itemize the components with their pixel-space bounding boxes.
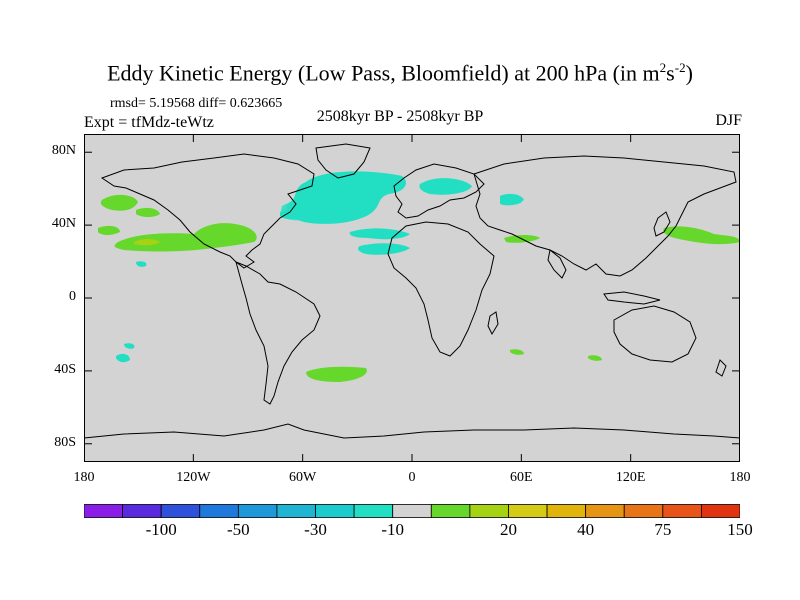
colorbar-label-2: -30 <box>304 520 327 539</box>
colorbar-swatch-3 <box>199 504 239 518</box>
coast-north-america <box>100 153 315 269</box>
ocean-background <box>84 134 740 462</box>
colorbar-swatch-14 <box>623 504 664 518</box>
season-label: DJF <box>715 112 742 129</box>
x-label-1: 120W <box>176 470 211 485</box>
x-label-2: 60W <box>289 470 317 485</box>
colorbar-swatch-16 <box>701 504 740 518</box>
colorbar-swatch-9 <box>430 504 471 518</box>
colorbar-swatch-11 <box>508 504 548 518</box>
x-label-4: 60E <box>510 470 533 485</box>
y-label-4: 80S <box>54 434 76 450</box>
anomaly-south-indian-a <box>510 349 524 355</box>
anomaly-southeast-pacific-b <box>124 343 135 349</box>
colorbar-label-5: 40 <box>577 520 595 539</box>
colorbar-swatch-2 <box>160 504 201 518</box>
colorbar-swatch-10 <box>469 504 509 518</box>
tick-marks <box>84 134 740 462</box>
anomaly-hawaii-small <box>136 261 147 267</box>
colorbar-label-1: -50 <box>227 520 250 539</box>
anomaly-gulf-alaska-east <box>136 207 160 217</box>
coast-india <box>547 249 567 279</box>
coast-australia <box>613 305 697 363</box>
coast-indonesia <box>603 291 661 305</box>
anomaly-south-pacific <box>306 366 367 382</box>
colorbar-label-6: 75 <box>654 520 672 539</box>
coast-new-zealand <box>715 359 727 377</box>
x-label-3: 0 <box>408 470 416 485</box>
colorbar-label-7: 150 <box>727 520 753 539</box>
anomaly-layer <box>98 171 740 382</box>
colorbar-swatch-4 <box>237 504 278 518</box>
experiment-label: Expt = tfMdz-teWtz <box>84 114 214 131</box>
y-label-1: 40N <box>51 216 76 232</box>
coastlines <box>84 143 740 439</box>
colorbar-swatch-15 <box>662 504 702 518</box>
anomaly-us-eastcoast <box>280 209 300 219</box>
coast-greenland <box>315 143 371 179</box>
coast-asia <box>473 155 737 277</box>
colorbar-swatch-5 <box>276 504 316 518</box>
colorbar-swatch-0 <box>84 504 123 518</box>
anomaly-southeast-pacific-a <box>116 353 130 363</box>
colorbar-swatch-13 <box>585 504 625 518</box>
world-map <box>84 134 740 462</box>
anomaly-south-indian-b <box>588 355 602 361</box>
anomaly-nepacific-small <box>98 225 120 235</box>
colorbar <box>84 504 740 518</box>
colorbar-swatch-1 <box>122 504 162 518</box>
anomaly-nw-pacific <box>663 226 740 245</box>
coast-africa <box>387 221 495 357</box>
anomaly-siberia-small <box>500 197 522 206</box>
anomaly-east-atlantic-south <box>358 243 410 255</box>
anomaly-east-atlantic <box>349 228 410 240</box>
plot-title: Eddy Kinetic Energy (Low Pass, Bloomfiel… <box>107 60 693 86</box>
x-label-5: 120E <box>615 470 646 485</box>
anomaly-scandinavia <box>419 178 472 195</box>
x-label-6: 180 <box>729 470 751 485</box>
colorbar-swatch-12 <box>546 504 587 518</box>
colorbar-swatch-6 <box>315 504 355 518</box>
x-label-0: 180 <box>73 470 95 485</box>
stats-text: rmsd= 5.19568 diff= 0.623665 <box>110 96 283 111</box>
y-label-0: 80N <box>51 143 76 159</box>
y-label-3: 40S <box>54 361 76 377</box>
colorbar-swatch-7 <box>353 504 394 518</box>
colorbar-label-4: 20 <box>499 520 517 539</box>
colorbar-label-0: -100 <box>145 520 177 539</box>
period-label: 2508kyr BP - 2508kyr BP <box>316 108 484 125</box>
colorbar-swatch-8 <box>392 504 432 518</box>
y-label-2: 0 <box>69 289 76 304</box>
coast-south-america <box>235 261 321 405</box>
colorbar-label-3: -10 <box>381 520 405 539</box>
anomaly-central-pacific-core <box>134 239 160 246</box>
coast-japan <box>653 211 671 237</box>
anomaly-gulf-alaska <box>100 194 138 211</box>
coast-europe <box>393 163 485 219</box>
coast-antarctica <box>84 423 740 439</box>
coast-madagascar <box>487 311 499 336</box>
